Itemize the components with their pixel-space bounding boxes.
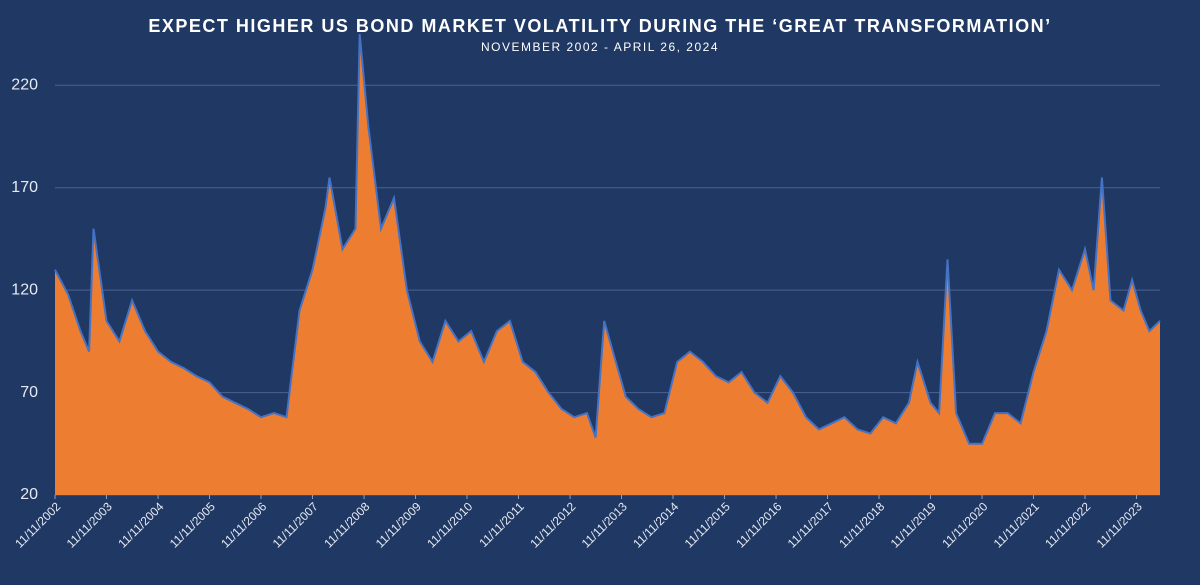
x-tick-label: 11/11/2002 (12, 499, 63, 550)
x-tick-label: 11/11/2020 (939, 499, 990, 550)
x-tick-label: 11/11/2015 (682, 499, 733, 550)
x-tick-label: 11/11/2013 (579, 499, 630, 550)
x-tick-label: 11/11/2010 (424, 499, 475, 550)
area (55, 34, 1160, 495)
x-tick-label: 11/11/2021 (991, 499, 1042, 550)
x-tick-label: 11/11/2006 (218, 499, 269, 550)
y-tick-label: 220 (11, 77, 38, 94)
x-tick-label: 11/11/2023 (1094, 499, 1145, 550)
x-tick-label: 11/11/2019 (888, 499, 939, 550)
x-tick-label: 11/11/2004 (115, 499, 166, 550)
x-tick-label: 11/11/2008 (321, 499, 372, 550)
y-tick-label: 20 (20, 486, 38, 503)
x-tick-label: 11/11/2016 (733, 499, 784, 550)
x-tick-label: 11/11/2007 (270, 499, 321, 550)
x-tick-label: 11/11/2005 (167, 499, 218, 550)
y-tick-label: 170 (11, 179, 38, 196)
x-tick-label: 11/11/2014 (630, 499, 681, 550)
x-tick-label: 11/11/2018 (836, 499, 887, 550)
y-tick-label: 120 (11, 281, 38, 298)
y-tick-label: 70 (20, 384, 38, 401)
chart-subtitle: NOVEMBER 2002 - APRIL 26, 2024 (481, 40, 719, 54)
x-tick-label: 11/11/2017 (785, 499, 836, 550)
chart-title: EXPECT HIGHER US BOND MARKET VOLATILITY … (148, 16, 1051, 36)
x-tick-label: 11/11/2012 (527, 499, 578, 550)
x-tick-label: 11/11/2003 (64, 499, 115, 550)
x-tick-label: 11/11/2022 (1042, 499, 1093, 550)
x-tick-label: 11/11/2011 (476, 499, 527, 550)
x-tick-label: 11/11/2009 (373, 499, 424, 550)
line (54, 34, 1161, 445)
